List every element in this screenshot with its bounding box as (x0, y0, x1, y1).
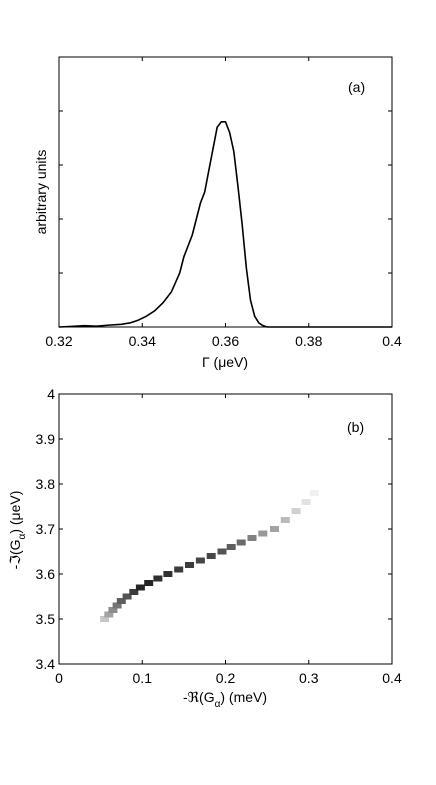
panel-b-cell (185, 562, 194, 568)
panel-b-cell (247, 535, 257, 541)
panel-b-y-tick-label: 4 (47, 386, 55, 402)
panel-b-y-axis-label-main: -ℑ(G (7, 539, 23, 569)
panel-b-y-tick-label: 3.8 (36, 476, 56, 492)
panel-a-label: (a) (348, 79, 365, 95)
panel-b-cell (104, 611, 114, 618)
panel-b-y-axis-label-tail: ) (μeV) (7, 491, 23, 534)
panel-b-cell (122, 593, 132, 600)
panel-b-cell (108, 607, 118, 613)
panel-b-cell (291, 508, 301, 514)
panel-b-label: (b) (347, 419, 364, 435)
panel-b-cell (153, 575, 163, 582)
panel-a-series-line (58, 121, 392, 328)
panel-b-x-axis-label-tail: ) (meV) (220, 689, 267, 705)
panel-a-x-tick-label: 0.36 (212, 333, 239, 349)
panel-a-x-axis-label: Γ (μeV) (202, 354, 248, 370)
panel-b-x-tick-label: 0 (55, 670, 63, 686)
panel-b-cell (258, 530, 268, 537)
panel-b-x-axis-label-main: -ℜ(G (183, 689, 215, 705)
panel-a-y-axis-label: arbitrary units (33, 150, 49, 235)
panel-b-y-tick-label: 3.6 (36, 566, 56, 582)
panel-b-x-tick-label: 0.4 (382, 670, 402, 686)
panel-b-cell (301, 499, 311, 505)
panel-b-cell (280, 517, 290, 523)
panel-b-cell (144, 580, 154, 586)
panel-b-heatmap: 0 0.1 0.2 0.3 0.4 3.4 3.5 3.6 3.7 3.8 3.9 4 (b) -ℜ(… (7, 386, 402, 710)
panel-b-y-tick-label: 3.7 (36, 521, 56, 537)
panel-b-y-tick-label: 3.5 (36, 611, 56, 627)
panel-b-y-tick-label: 3.4 (36, 656, 56, 672)
panel-b-cell (206, 553, 216, 559)
panel-b-cell (309, 490, 319, 496)
panel-b-y-axis-label: -ℑ(Gα) (μeV) (7, 491, 28, 570)
panel-b-cell (112, 602, 122, 609)
panel-b-y-axis-label-subscript: α (17, 533, 28, 539)
panel-b-axes-frame (58, 393, 393, 665)
panel-b-cell (270, 526, 279, 532)
panel-b-cell (163, 571, 173, 577)
panel-b-cells (100, 490, 319, 622)
panel-b-y-tick-label: 3.9 (36, 431, 56, 447)
panel-a-axes-frame (58, 56, 393, 328)
panel-b-cell (135, 584, 145, 591)
panel-b-x-tick-label: 0.3 (299, 670, 319, 686)
panel-b-x-tick-label: 0.2 (216, 670, 236, 686)
panel-a-x-tick-label: 0.34 (129, 333, 156, 349)
panel-a-x-tick-label: 0.38 (295, 333, 322, 349)
panel-b-cell (226, 544, 236, 550)
panel-a-ticks: 0.32 0.34 0.36 0.38 0.4 (45, 56, 402, 349)
panel-b-cell (236, 539, 246, 546)
panel-b-ticks: 0 0.1 0.2 0.3 0.4 3.4 3.5 3.6 3.7 3.8 3.9 4 (36, 386, 402, 686)
panel-b-cell (217, 548, 227, 555)
panel-b-cell (100, 616, 110, 622)
panel-b-cell (129, 589, 139, 595)
panel-a-x-tick-label: 0.4 (382, 333, 402, 349)
panel-b-cell (195, 557, 205, 564)
panel-a-x-tick-label: 0.32 (45, 333, 72, 349)
panel-b-x-axis-label: -ℜ(Gα) (meV) (183, 689, 267, 710)
panel-b-cell (174, 566, 184, 573)
panel-a-line-chart: 0.32 0.34 0.36 0.38 0.4 (a) Γ (μeV) arbitrar… (33, 56, 402, 370)
panel-b-x-tick-label: 0.1 (133, 670, 153, 686)
panel-b-cell (116, 598, 126, 604)
panel-b-x-axis-label-subscript: α (215, 699, 221, 710)
